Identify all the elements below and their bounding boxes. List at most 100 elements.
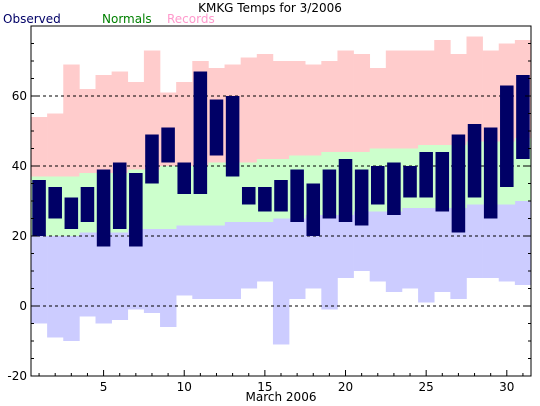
observed-bar	[209, 99, 224, 156]
observed-bar	[48, 187, 62, 219]
normal-band	[143, 169, 161, 229]
record-high-band	[289, 61, 306, 156]
observed-bar	[483, 127, 498, 219]
observed-bar	[467, 124, 482, 198]
record-low-band	[47, 236, 64, 338]
record-low-band	[498, 204, 516, 282]
observed-bar	[371, 166, 385, 205]
record-high-band	[127, 82, 145, 170]
record-low-band	[143, 229, 161, 313]
record-high-band	[305, 64, 322, 156]
record-low-band	[353, 211, 371, 271]
record-low-band	[272, 218, 290, 345]
record-high-band	[369, 68, 387, 149]
observed-bar	[241, 187, 256, 205]
record-low-band	[401, 208, 419, 289]
record-high-band	[321, 61, 338, 152]
legend-item-normals: Normals	[102, 12, 152, 26]
legend-item-observed: Observed	[3, 12, 61, 26]
record-low-band	[337, 215, 354, 278]
record-low-band	[79, 232, 96, 317]
record-low-band	[418, 208, 435, 303]
record-low-band	[256, 222, 274, 282]
record-low-band	[192, 225, 209, 299]
y-axis: -20 0 20 40 60	[7, 43, 531, 383]
normal-band	[160, 166, 177, 229]
observed-bar	[161, 127, 175, 163]
observed-bar	[306, 183, 321, 236]
observed-bar	[435, 152, 450, 212]
observed-bar	[177, 162, 191, 194]
record-low-band	[434, 208, 451, 292]
observed-bar	[96, 169, 111, 247]
observed-bar	[80, 187, 95, 222]
y-tick-label: 60	[12, 89, 27, 103]
record-low-band	[63, 236, 80, 341]
record-low-band	[111, 232, 129, 320]
record-high-band	[482, 50, 500, 142]
record-low-band	[240, 222, 258, 289]
record-high-band	[47, 113, 64, 177]
x-axis-label: March 2006	[246, 390, 317, 404]
record-high-band	[79, 89, 96, 173]
record-high-band	[337, 50, 354, 152]
observed-bar	[516, 75, 530, 159]
record-high-band	[31, 117, 48, 177]
chart-title: KMKG Temps for 3/2006	[198, 1, 342, 15]
y-tick-label: -20	[7, 369, 27, 383]
observed-bar	[322, 169, 337, 219]
plot-area	[30, 25, 532, 377]
record-low-band	[385, 211, 403, 292]
observed-bar	[451, 134, 466, 233]
x-tick-label: 30	[499, 380, 514, 394]
observed-bar	[225, 96, 240, 177]
y-tick-label: 20	[12, 229, 27, 243]
legend-item-records: Records	[167, 12, 215, 26]
record-high-band	[385, 50, 403, 149]
observed-bar	[387, 162, 401, 215]
record-low-band	[466, 204, 483, 278]
observed-bar	[338, 159, 353, 222]
normal-band	[224, 162, 241, 222]
record-low-band	[160, 229, 177, 327]
record-low-band	[95, 232, 112, 324]
observed-bar	[290, 169, 304, 222]
record-low-band	[482, 204, 500, 278]
observed-bar	[145, 134, 159, 184]
observed-bar	[32, 180, 46, 236]
observed-layer	[32, 71, 530, 247]
record-high-band	[111, 71, 129, 173]
observed-bar	[403, 166, 417, 198]
record-high-band	[418, 50, 435, 145]
observed-bar	[129, 173, 143, 247]
record-high-band	[95, 75, 112, 173]
observed-bar	[274, 180, 288, 212]
observed-bar	[419, 152, 433, 198]
chart-legend: Observed Normals Records	[3, 12, 215, 26]
record-low-band	[31, 236, 48, 324]
record-high-band	[240, 57, 258, 163]
y-tick-label: 0	[19, 299, 27, 313]
record-high-band	[272, 61, 290, 159]
x-tick-label: 15	[257, 380, 272, 394]
record-high-band	[176, 82, 193, 166]
observed-bar	[193, 71, 208, 194]
record-low-band	[127, 229, 145, 310]
observed-bar	[500, 85, 514, 187]
record-low-band	[369, 211, 387, 282]
record-low-band	[224, 222, 241, 299]
record-high-band	[256, 54, 274, 159]
x-tick-label: 5	[100, 380, 108, 394]
record-low-band	[514, 201, 532, 285]
observed-bar	[112, 162, 127, 229]
record-high-band	[353, 54, 371, 152]
record-low-band	[208, 225, 225, 299]
x-tick-label: 20	[338, 380, 353, 394]
x-tick-label: 10	[177, 380, 192, 394]
record-high-band	[434, 40, 451, 145]
x-axis: 5 10 15 20 25 30	[38, 370, 524, 394]
y-tick-label: 40	[12, 159, 27, 173]
record-high-band	[401, 50, 419, 149]
record-low-band	[176, 225, 193, 296]
